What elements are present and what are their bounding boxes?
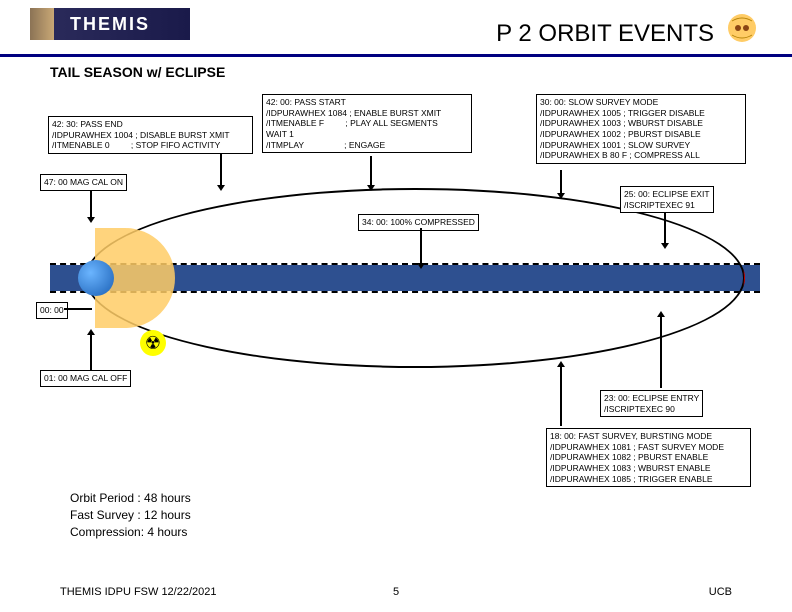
ellipse-mask	[85, 188, 745, 368]
arrow-7	[90, 334, 92, 370]
footer-right: UCB	[709, 586, 732, 598]
themis-logo-right-icon	[722, 8, 762, 48]
arrow-1	[220, 154, 222, 186]
themis-logo-left: THEMIS	[30, 8, 190, 40]
arrow-8	[560, 366, 562, 426]
arrow-2	[370, 156, 372, 186]
arrow-10	[64, 308, 92, 310]
survey-arc	[527, 188, 745, 368]
orbit-info: Orbit Period : 48 hours Fast Survey : 12…	[70, 490, 191, 540]
footer: THEMIS IDPU FSW 12/22/2021 5 UCB	[0, 586, 792, 598]
subtitle: TAIL SEASON w/ ECLIPSE	[50, 64, 225, 80]
orbit-diagram: ☢ 42: 30: PASS END /IDPURAWHEX 1004 ; DI…	[0, 80, 792, 460]
box-fast-survey: 18: 00: FAST SURVEY, BURSTING MODE /IDPU…	[546, 428, 751, 487]
box-eclipse-entry: 23: 00: ECLIPSE ENTRY /ISCRIPTEXEC 90	[600, 390, 703, 417]
box-mag-cal-off: 01: 00 MAG CAL OFF	[40, 370, 131, 387]
arrow-4	[90, 190, 92, 218]
box-pass-end: 42: 30: PASS END /IDPURAWHEX 1004 ; DISA…	[48, 116, 253, 154]
page-number: 5	[393, 586, 399, 598]
header: THEMIS P 2 ORBIT EVENTS	[0, 0, 792, 57]
footer-left: THEMIS IDPU FSW 12/22/2021	[60, 586, 217, 598]
box-pass-start: 42: 00: PASS START /IDPURAWHEX 1084 ; EN…	[262, 94, 472, 153]
page-title: P 2 ORBIT EVENTS	[496, 20, 714, 48]
earth-icon	[78, 260, 114, 296]
box-0000: 00: 00	[36, 302, 68, 319]
box-slow-survey: 30: 00: SLOW SURVEY MODE /IDPURAWHEX 100…	[536, 94, 746, 164]
box-mag-cal-on: 47: 00 MAG CAL ON	[40, 174, 127, 191]
